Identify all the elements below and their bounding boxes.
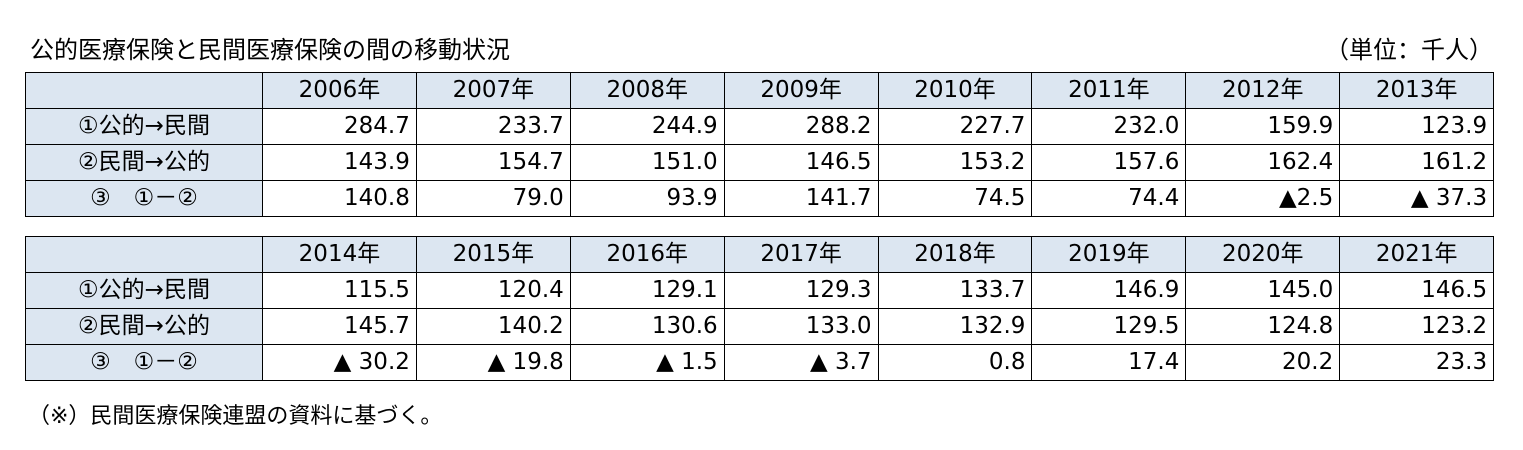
value-cell: 132.9 xyxy=(877,308,1033,345)
year-header: 2016年 xyxy=(569,236,725,273)
header-row: 2014年 2015年 2016年 2017年 2018年 2019年 2020年 2021年 xyxy=(25,236,1495,273)
corner-cell xyxy=(25,72,263,109)
value-cell: 153.2 xyxy=(877,144,1033,181)
value-cell: 123.9 xyxy=(1339,108,1495,145)
header-row: 2006年 2007年 2008年 2009年 2010年 2011年 2012年 2013年 xyxy=(25,72,1495,109)
value-cell: 233.7 xyxy=(415,108,571,145)
value-cell: 0.8 xyxy=(877,344,1033,381)
year-header: 2017年 xyxy=(723,236,879,273)
value-cell: 288.2 xyxy=(723,108,879,145)
value-cell: 129.1 xyxy=(569,272,725,309)
value-cell: ▲2.5 xyxy=(1185,180,1341,217)
value-cell: 74.5 xyxy=(877,180,1033,217)
value-cell: 159.9 xyxy=(1185,108,1341,145)
value-cell: ▲ 3.7 xyxy=(723,344,879,381)
value-cell: 227.7 xyxy=(877,108,1033,145)
year-header: 2021年 xyxy=(1339,236,1495,273)
data-table: 2014年 2015年 2016年 2017年 2018年 2019年 2020年 2021年… xyxy=(25,236,1495,381)
value-cell: 145.7 xyxy=(262,308,417,345)
value-cell: 74.4 xyxy=(1031,180,1187,217)
data-row: ①公的→民間 115.5 120.4 129.1 129.3 133.7 146.9 145.… xyxy=(25,272,1495,309)
year-header: 2015年 xyxy=(415,236,571,273)
value-cell: ▲ 37.3 xyxy=(1339,180,1495,217)
value-cell: 123.2 xyxy=(1339,308,1495,345)
value-cell: 129.3 xyxy=(723,272,879,309)
data-row: ②民間→公的 145.7 140.2 130.6 133.0 132.9 129.5 124.… xyxy=(25,308,1495,345)
value-cell: ▲ 19.8 xyxy=(415,344,571,381)
year-header: 2010年 xyxy=(877,72,1033,109)
data-row: ①公的→民間 284.7 233.7 244.9 288.2 227.7 232.0 159.… xyxy=(25,108,1495,145)
value-cell: 124.8 xyxy=(1185,308,1341,345)
year-header: 2008年 xyxy=(569,72,725,109)
value-cell: ▲ 30.2 xyxy=(262,344,417,381)
value-cell: 146.5 xyxy=(1339,272,1495,309)
value-cell: 145.0 xyxy=(1185,272,1341,309)
row-label: ③ ①－② xyxy=(25,180,263,217)
row-label: ①公的→民間 xyxy=(25,272,263,309)
year-header: 2009年 xyxy=(723,72,879,109)
row-label: ①公的→民間 xyxy=(25,108,263,145)
year-header: 2013年 xyxy=(1339,72,1495,109)
value-cell: 120.4 xyxy=(415,272,571,309)
unit: （単位：千人） xyxy=(1325,36,1493,64)
value-cell: 141.7 xyxy=(723,180,879,217)
value-cell: 284.7 xyxy=(262,108,417,145)
year-header: 2014年 xyxy=(262,236,417,273)
value-cell: 115.5 xyxy=(262,272,417,309)
value-cell: 244.9 xyxy=(569,108,725,145)
value-cell: 162.4 xyxy=(1185,144,1341,181)
corner-cell xyxy=(25,236,263,273)
value-cell: 140.2 xyxy=(415,308,571,345)
value-cell: 93.9 xyxy=(569,180,725,217)
year-header: 2011年 xyxy=(1031,72,1187,109)
note: （※）民間医療保険連盟の資料に基づく。 xyxy=(28,404,443,429)
value-cell: 129.5 xyxy=(1031,308,1187,345)
value-cell: 143.9 xyxy=(262,144,417,181)
year-header: 2012年 xyxy=(1185,72,1341,109)
value-cell: 151.0 xyxy=(569,144,725,181)
value-cell: 140.8 xyxy=(262,180,417,217)
title: 公的医療保険と民間医療保険の間の移動状況 xyxy=(30,36,510,64)
data-table: 2006年 2007年 2008年 2009年 2010年 2011年 2012年 2013年… xyxy=(25,72,1495,217)
row-label: ②民間→公的 xyxy=(25,144,263,181)
value-cell: 133.0 xyxy=(723,308,879,345)
value-cell: 79.0 xyxy=(415,180,571,217)
data-row: ③ ①－② 140.8 79.0 93.9 141.7 74.5 74.4 ▲2.5 ▲ 37.… xyxy=(25,180,1495,217)
value-cell: 157.6 xyxy=(1031,144,1187,181)
year-header: 2006年 xyxy=(262,72,417,109)
year-header: 2007年 xyxy=(415,72,571,109)
value-cell: ▲ 1.5 xyxy=(569,344,725,381)
row-label: ②民間→公的 xyxy=(25,308,263,345)
row-label: ③ ①－② xyxy=(25,344,263,381)
data-row: ③ ①－② ▲ 30.2 ▲ 19.8 ▲ 1.5 ▲ 3.7 0.8 17.4 20.2 23… xyxy=(25,344,1495,381)
value-cell: 17.4 xyxy=(1031,344,1187,381)
value-cell: 232.0 xyxy=(1031,108,1187,145)
value-cell: 133.7 xyxy=(877,272,1033,309)
data-row: ②民間→公的 143.9 154.7 151.0 146.5 153.2 157.6 162.… xyxy=(25,144,1495,181)
value-cell: 146.5 xyxy=(723,144,879,181)
value-cell: 23.3 xyxy=(1339,344,1495,381)
value-cell: 20.2 xyxy=(1185,344,1341,381)
value-cell: 130.6 xyxy=(569,308,725,345)
value-cell: 154.7 xyxy=(415,144,571,181)
year-header: 2020年 xyxy=(1185,236,1341,273)
value-cell: 161.2 xyxy=(1339,144,1495,181)
year-header: 2018年 xyxy=(877,236,1033,273)
value-cell: 146.9 xyxy=(1031,272,1187,309)
year-header: 2019年 xyxy=(1031,236,1187,273)
